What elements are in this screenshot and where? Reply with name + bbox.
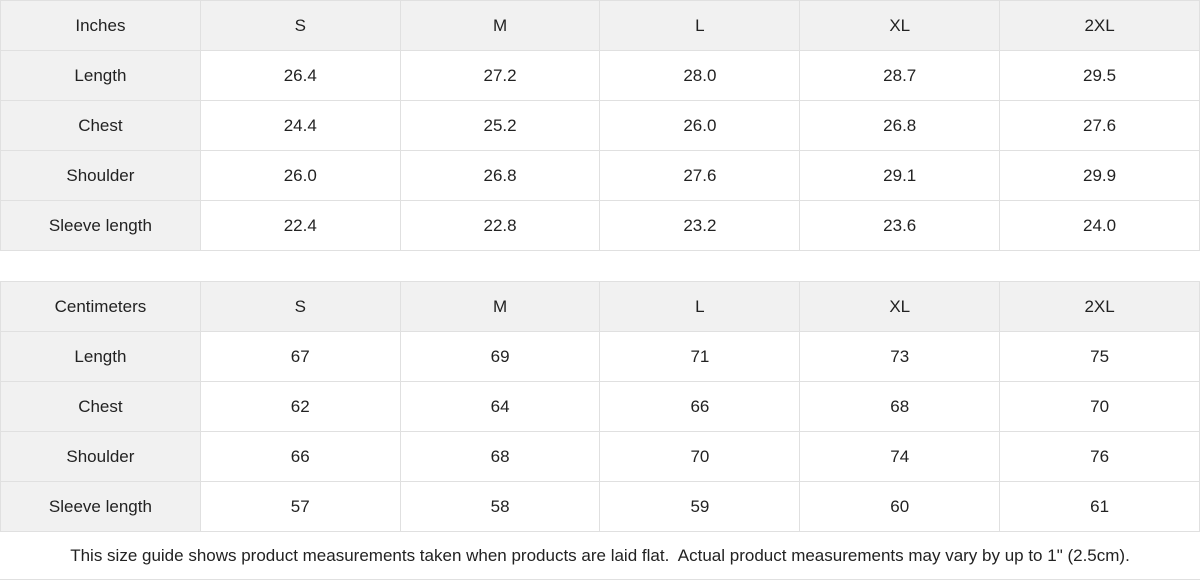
measurement-value-cell: 75 [999, 331, 1200, 382]
measurement-value-cell: 26.0 [599, 100, 801, 151]
unit-label-cell: Centimeters [0, 281, 201, 332]
measurement-label-cell: Shoulder [0, 150, 201, 201]
measurement-value-cell: 74 [799, 431, 1001, 482]
measurement-value-cell: 26.4 [199, 50, 401, 101]
measurement-value-cell: 70 [999, 381, 1200, 432]
measurement-label-cell: Chest [0, 100, 201, 151]
measurement-label-cell: Shoulder [0, 431, 201, 482]
measurement-row: Sleeve length 22.4 22.8 23.2 23.6 24.0 [0, 200, 1200, 251]
measurement-value-cell: 26.8 [399, 150, 601, 201]
measurement-row: Chest 24.4 25.2 26.0 26.8 27.6 [0, 100, 1200, 151]
measurement-value-cell: 22.8 [399, 200, 601, 251]
measurement-label-cell: Sleeve length [0, 481, 201, 532]
measurement-row: Shoulder 66 68 70 74 76 [0, 431, 1200, 482]
measurement-label-cell: Length [0, 50, 201, 101]
size-column-header: S [199, 281, 401, 332]
measurement-value-cell: 67 [199, 331, 401, 382]
measurement-value-cell: 71 [599, 331, 801, 382]
measurement-value-cell: 29.1 [799, 150, 1001, 201]
measurement-value-cell: 62 [199, 381, 401, 432]
size-column-header: M [399, 0, 601, 51]
measurement-value-cell: 26.8 [799, 100, 1001, 151]
measurement-value-cell: 64 [399, 381, 601, 432]
measurement-value-cell: 27.6 [599, 150, 801, 201]
size-column-header: XL [799, 0, 1001, 51]
measurement-value-cell: 29.9 [999, 150, 1200, 201]
measurement-value-cell: 76 [999, 431, 1200, 482]
measurement-label-cell: Chest [0, 381, 201, 432]
size-header-row: Inches S M L XL 2XL [0, 0, 1200, 51]
size-column-header: 2XL [999, 0, 1200, 51]
measurement-row: Shoulder 26.0 26.8 27.6 29.1 29.9 [0, 150, 1200, 201]
measurement-value-cell: 69 [399, 331, 601, 382]
measurement-value-cell: 24.4 [199, 100, 401, 151]
measurement-value-cell: 23.6 [799, 200, 1001, 251]
centimeters-size-table: Centimeters S M L XL 2XL Length 67 69 71 73 75 Chest… [0, 281, 1200, 532]
measurement-value-cell: 58 [399, 481, 601, 532]
size-column-header: S [199, 0, 401, 51]
size-header-row: Centimeters S M L XL 2XL [0, 281, 1200, 332]
measurement-row: Sleeve length 57 58 59 60 61 [0, 481, 1200, 532]
measurement-value-cell: 57 [199, 481, 401, 532]
size-column-header: L [599, 281, 801, 332]
measurement-value-cell: 70 [599, 431, 801, 482]
measurement-value-cell: 29.5 [999, 50, 1200, 101]
measurement-value-cell: 66 [599, 381, 801, 432]
measurement-row: Chest 62 64 66 68 70 [0, 381, 1200, 432]
measurement-row: Length 67 69 71 73 75 [0, 331, 1200, 382]
unit-label-cell: Inches [0, 0, 201, 51]
inches-size-table: Inches S M L XL 2XL Length 26.4 27.2 28.0 28.7 29.5… [0, 0, 1200, 251]
size-column-header: L [599, 0, 801, 51]
measurement-label-cell: Sleeve length [0, 200, 201, 251]
measurement-value-cell: 26.0 [199, 150, 401, 201]
measurement-value-cell: 24.0 [999, 200, 1200, 251]
size-guide-footnote: This size guide shows product measuremen… [0, 532, 1200, 580]
measurement-value-cell: 28.0 [599, 50, 801, 101]
measurement-value-cell: 61 [999, 481, 1200, 532]
size-column-header: M [399, 281, 601, 332]
size-column-header: XL [799, 281, 1001, 332]
measurement-value-cell: 60 [799, 481, 1001, 532]
table-gap-spacer [0, 251, 1200, 281]
measurement-value-cell: 68 [399, 431, 601, 482]
measurement-value-cell: 66 [199, 431, 401, 482]
measurement-value-cell: 23.2 [599, 200, 801, 251]
measurement-label-cell: Length [0, 331, 201, 382]
measurement-row: Length 26.4 27.2 28.0 28.7 29.5 [0, 50, 1200, 101]
measurement-value-cell: 59 [599, 481, 801, 532]
measurement-value-cell: 27.2 [399, 50, 601, 101]
measurement-value-cell: 27.6 [999, 100, 1200, 151]
measurement-value-cell: 73 [799, 331, 1001, 382]
measurement-value-cell: 28.7 [799, 50, 1001, 101]
measurement-value-cell: 68 [799, 381, 1001, 432]
measurement-value-cell: 22.4 [199, 200, 401, 251]
measurement-value-cell: 25.2 [399, 100, 601, 151]
size-column-header: 2XL [999, 281, 1200, 332]
